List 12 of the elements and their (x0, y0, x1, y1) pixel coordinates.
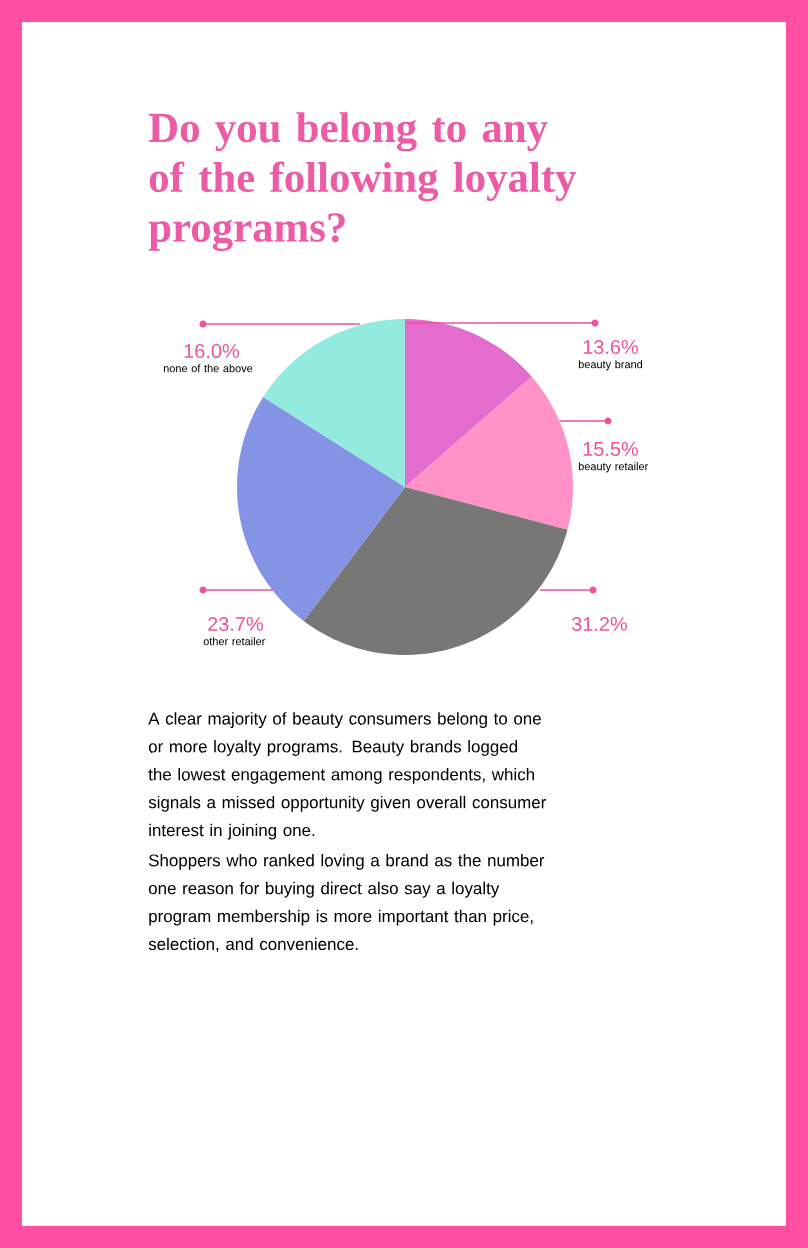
data-label: 13.6% (583, 339, 638, 355)
data-label: 16.0% (184, 343, 239, 359)
text: Shoppers who ranked loving a brand as the number one reason for buying direct also say a loyalty program membership is more important than price, selection, and convenience. (148, 853, 545, 953)
slice-label: other retailer (203, 637, 266, 646)
chart-title: Do you belong to any of the following loyalty programs? (148, 112, 577, 251)
data-label: 15.5% (583, 441, 638, 456)
slice-label: beauty brand (578, 360, 643, 371)
slice-label: none of the above (163, 364, 253, 373)
data-label: 23.7% (208, 616, 263, 632)
data-label: 31.2% (571, 616, 627, 632)
slice-label: beauty retailer (578, 462, 649, 473)
text: A clear majority of beauty consumers belong to one or more loyalty programs. Beauty brands logged the lowest engagement among respondents, which signals a missed opportunity given overall consumer interest in joining one. (148, 712, 547, 840)
